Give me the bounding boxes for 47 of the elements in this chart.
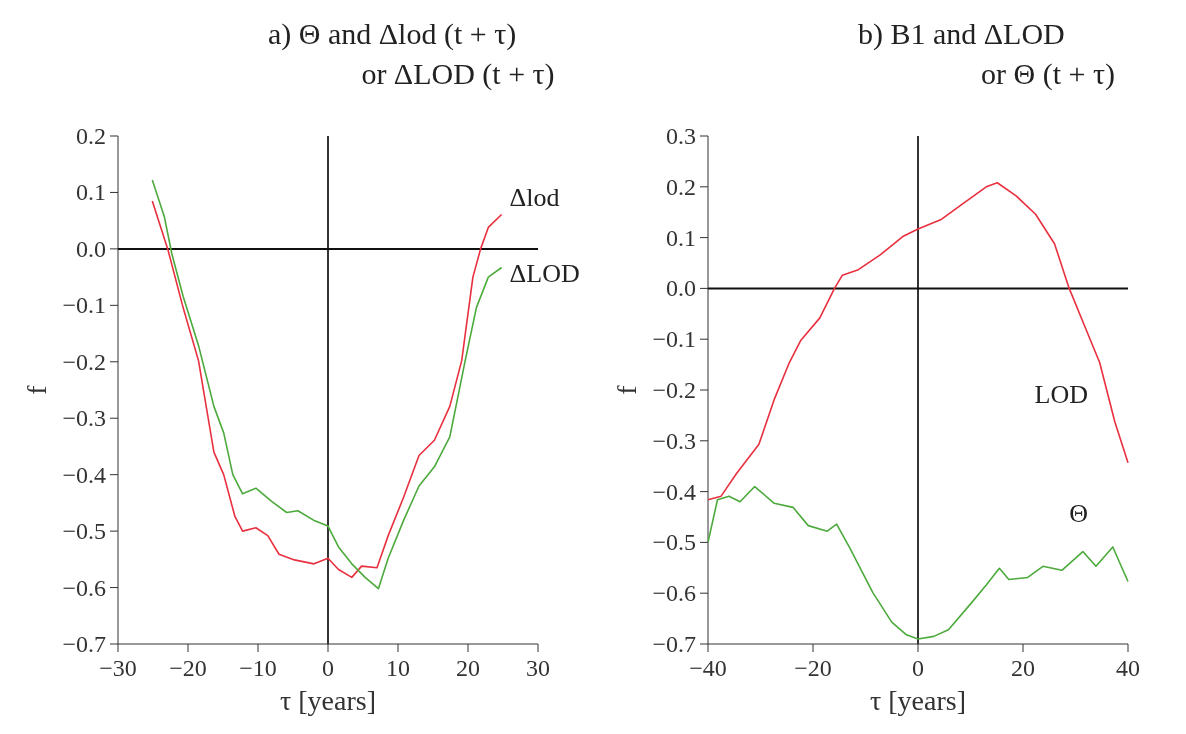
y-tick-label: −0.5 — [62, 518, 106, 545]
x-tick-label: −20 — [794, 655, 832, 681]
y-axis-title: f — [611, 384, 642, 395]
y-tick-label: 0.1 — [666, 224, 696, 251]
y-tick-label: −0.6 — [652, 580, 696, 607]
x-tick-label: −40 — [689, 655, 727, 681]
y-tick-label: 0.0 — [76, 235, 106, 262]
y-tick-label: 0.0 — [666, 275, 696, 302]
y-tick-label: 0.1 — [76, 179, 106, 206]
x-tick-label: 40 — [1116, 655, 1140, 681]
y-tick-label: 0.2 — [76, 123, 106, 149]
y-tick-label: −0.7 — [62, 631, 106, 657]
y-tick-label: −0.1 — [62, 292, 106, 319]
chart-subtitle: or Θ (t + τ) — [981, 57, 1115, 91]
x-tick-label: 30 — [526, 655, 550, 681]
x-axis-title: τ [years] — [870, 685, 966, 716]
series-label: ΔLOD — [509, 258, 580, 288]
x-tick-label: 20 — [456, 655, 480, 681]
chart-title: a) Θ and Δlod (t + τ) — [268, 17, 517, 51]
line-series — [707, 181, 1129, 501]
x-tick-label: 0 — [912, 655, 924, 681]
y-tick-label: −0.2 — [652, 377, 696, 403]
x-tick-label: −30 — [99, 655, 137, 681]
y-tick-label: −0.2 — [62, 348, 106, 375]
x-tick-label: −20 — [169, 655, 207, 681]
line-series — [707, 485, 1129, 640]
series-label: Δlod — [509, 183, 560, 213]
y-axis-title: f — [21, 384, 52, 395]
y-tick-label: −0.3 — [652, 427, 696, 454]
y-tick-label: −0.3 — [62, 405, 106, 432]
x-tick-label: −10 — [239, 655, 277, 681]
series-label: LOD — [1034, 379, 1088, 409]
y-tick-label: −0.4 — [62, 461, 106, 488]
x-tick-label: 10 — [386, 655, 410, 681]
y-tick-label: −0.4 — [652, 478, 696, 505]
y-tick-label: 0.3 — [666, 123, 696, 149]
chart-title: b) B1 and ΔLOD — [858, 17, 1065, 51]
y-tick-label: −0.5 — [652, 529, 696, 556]
x-tick-label: 0 — [322, 655, 334, 681]
y-tick-label: 0.2 — [666, 173, 696, 200]
y-tick-label: −0.6 — [62, 574, 106, 601]
chart-subtitle: or ΔLOD (t + τ) — [361, 57, 555, 91]
series-label: Θ — [1069, 498, 1088, 528]
x-axis-title: τ [years] — [280, 685, 376, 716]
y-tick-label: −0.1 — [652, 326, 696, 353]
x-tick-label: 20 — [1011, 655, 1035, 681]
y-tick-label: −0.7 — [652, 631, 696, 657]
